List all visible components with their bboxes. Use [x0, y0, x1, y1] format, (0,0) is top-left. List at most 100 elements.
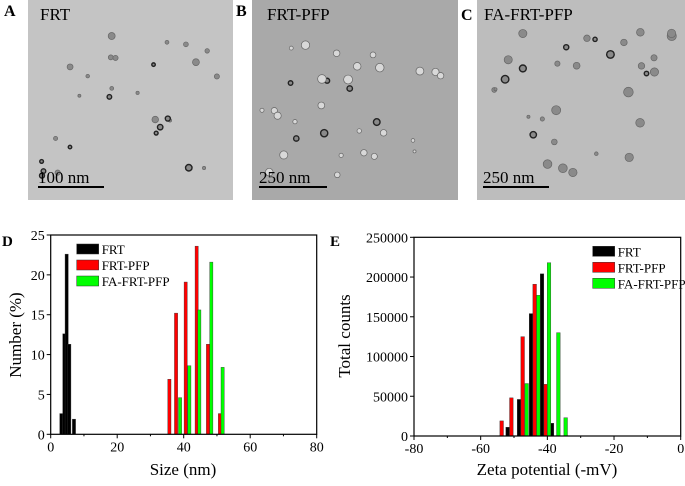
- scale-bar-label-b: 250 nm: [259, 168, 310, 187]
- particle: [637, 62, 646, 70]
- particle: [558, 163, 568, 173]
- x-axis-label-e: Zeta potential (-mV): [477, 460, 618, 479]
- particle: [518, 29, 528, 38]
- bar-fa-frt-pfp: [220, 367, 225, 435]
- bar-fa-frt-pfp: [536, 295, 541, 437]
- particle: [85, 73, 90, 79]
- particle: [503, 55, 513, 65]
- bar-frt: [505, 427, 510, 437]
- particle: [332, 49, 341, 57]
- legend-swatch-fa-frt-pfp: [76, 275, 99, 287]
- particle: [583, 34, 591, 42]
- micrograph-c: [477, 0, 685, 200]
- bar-fa-frt-pfp: [556, 332, 561, 437]
- particle: [265, 167, 274, 177]
- bar-frt: [529, 313, 534, 437]
- particle: [572, 61, 581, 70]
- particle: [77, 93, 82, 98]
- particle: [287, 80, 294, 86]
- particle: [39, 158, 45, 165]
- panel-c: C FA-FRT-PFP 250 nm: [461, 0, 685, 200]
- bar-frt: [517, 399, 522, 437]
- y-axis-label-d: Number (%): [6, 292, 25, 377]
- particle: [164, 115, 172, 122]
- particle: [542, 159, 553, 169]
- legend-swatch-frt-pfp: [76, 259, 99, 271]
- bar-fa-frt-pfp: [197, 309, 202, 435]
- particle: [151, 115, 159, 124]
- particle: [412, 149, 417, 154]
- particle: [319, 128, 329, 138]
- particle: [592, 36, 598, 43]
- bar-frt: [72, 418, 76, 435]
- particle: [288, 45, 294, 51]
- x-tick-label: 0: [47, 440, 54, 455]
- micrograph-b: [252, 0, 458, 200]
- particle: [259, 107, 265, 113]
- bar-fa-frt-pfp: [563, 417, 568, 437]
- particle: [568, 167, 578, 178]
- x-tick-label: -40: [538, 442, 557, 457]
- particle: [636, 28, 645, 37]
- bar-fa-frt-pfp: [524, 383, 529, 437]
- panel-title-b: FRT-PFP: [267, 5, 330, 24]
- particle: [38, 172, 46, 179]
- particle: [539, 116, 545, 122]
- bar-frt-pfp: [499, 420, 504, 437]
- particle: [437, 72, 445, 80]
- particle: [431, 67, 440, 76]
- particle: [551, 105, 562, 116]
- particle: [109, 86, 115, 91]
- bar-fa-frt-pfp: [209, 261, 214, 435]
- particle: [605, 49, 615, 59]
- particle: [353, 62, 362, 71]
- y-axis-label-e: Total counts: [335, 294, 354, 377]
- particle: [192, 58, 200, 66]
- particle: [518, 64, 527, 73]
- particle: [624, 152, 634, 162]
- y-tick-label: 25: [31, 229, 45, 244]
- bar-frt: [540, 273, 545, 437]
- particle: [300, 40, 311, 50]
- particle: [500, 74, 510, 84]
- particle: [66, 63, 74, 71]
- particle: [594, 151, 599, 156]
- bar-frt-pfp: [520, 336, 525, 437]
- bar-frt-pfp: [167, 379, 172, 435]
- y-tick-label: 5: [38, 388, 45, 403]
- particle: [292, 135, 300, 142]
- legend-swatch-fa-frt-pfp: [592, 278, 615, 289]
- particle: [67, 144, 73, 150]
- scale-bar-b: [259, 186, 327, 188]
- particle: [279, 150, 289, 160]
- particle: [369, 51, 377, 59]
- legend-swatch-frt-pfp: [592, 262, 615, 273]
- y-tick-label: 100000: [366, 351, 408, 366]
- particle: [372, 118, 381, 127]
- y-tick-label: 20: [31, 269, 45, 284]
- particle: [410, 138, 416, 143]
- particle: [112, 54, 119, 61]
- x-tick-label: -80: [405, 442, 424, 457]
- bar-frt-pfp: [206, 344, 210, 435]
- particle: [649, 67, 659, 77]
- particle: [415, 66, 425, 76]
- particle: [635, 118, 645, 128]
- y-tick-label: 250000: [366, 231, 408, 246]
- particle: [204, 48, 210, 54]
- legend-swatch-frt: [592, 246, 615, 257]
- panel-title-a: FRT: [40, 5, 71, 24]
- bar-frt-pfp: [174, 312, 178, 435]
- x-axis-label-d: Size (nm): [150, 460, 217, 479]
- particle: [356, 128, 362, 134]
- y-tick-label: 200000: [366, 271, 408, 286]
- scale-bar-label-c: 250 nm: [483, 168, 534, 187]
- particle: [338, 152, 344, 158]
- particle: [667, 28, 677, 38]
- x-tick-label: 80: [310, 440, 324, 455]
- particle: [151, 62, 156, 68]
- particle: [334, 171, 341, 178]
- scale-bar-label-a: 100 nm: [38, 168, 89, 187]
- panel-letter-a: A: [4, 3, 16, 20]
